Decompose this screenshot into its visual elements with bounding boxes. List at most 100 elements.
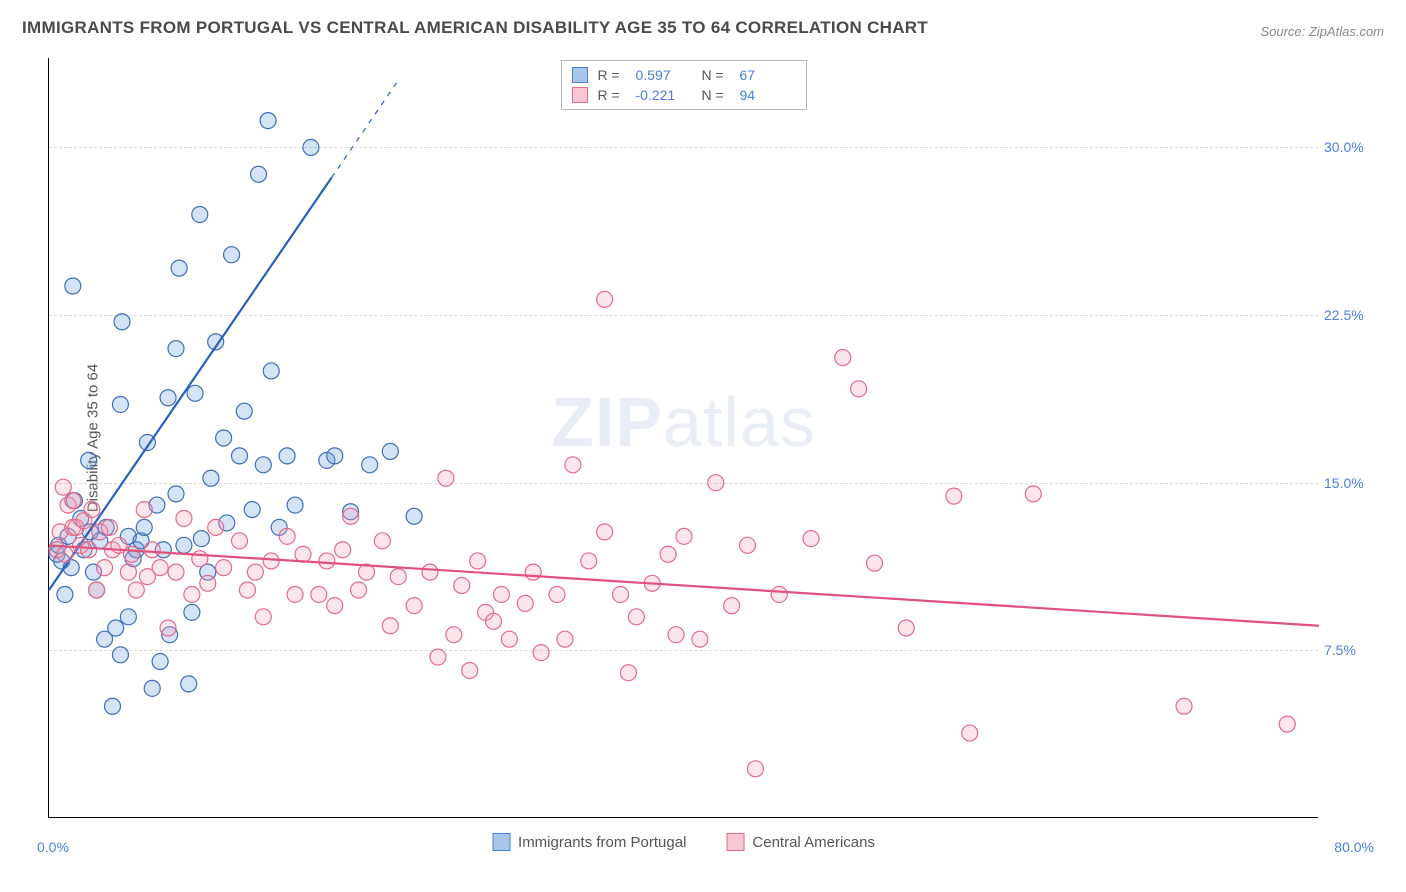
data-point bbox=[406, 598, 422, 614]
y-tick-label: 15.0% bbox=[1324, 475, 1380, 491]
trend-line bbox=[49, 545, 1319, 625]
data-point bbox=[224, 247, 240, 263]
data-point bbox=[803, 531, 819, 547]
data-point bbox=[565, 457, 581, 473]
data-point bbox=[628, 609, 644, 625]
data-point bbox=[255, 609, 271, 625]
legend: Immigrants from Portugal Central America… bbox=[492, 833, 875, 851]
data-point bbox=[327, 448, 343, 464]
scatter-svg bbox=[49, 58, 1318, 817]
y-tick-label: 30.0% bbox=[1324, 139, 1380, 155]
y-tick-label: 22.5% bbox=[1324, 307, 1380, 323]
data-point bbox=[65, 493, 81, 509]
data-point bbox=[851, 381, 867, 397]
trend-line-dashed bbox=[332, 80, 399, 177]
data-point bbox=[97, 560, 113, 576]
data-point bbox=[1176, 698, 1192, 714]
data-point bbox=[160, 620, 176, 636]
data-point bbox=[57, 586, 73, 602]
r-value-portugal: 0.597 bbox=[636, 67, 692, 83]
r-value-central: -0.221 bbox=[636, 87, 692, 103]
data-point bbox=[105, 698, 121, 714]
data-point bbox=[620, 665, 636, 681]
data-point bbox=[303, 139, 319, 155]
data-point bbox=[193, 531, 209, 547]
data-point bbox=[351, 582, 367, 598]
data-point bbox=[343, 508, 359, 524]
data-point bbox=[946, 488, 962, 504]
data-point bbox=[55, 479, 71, 495]
data-point bbox=[152, 654, 168, 670]
data-point bbox=[295, 546, 311, 562]
data-point bbox=[176, 510, 192, 526]
data-point bbox=[236, 403, 252, 419]
y-tick-label: 7.5% bbox=[1324, 642, 1380, 658]
data-point bbox=[335, 542, 351, 558]
data-point bbox=[724, 598, 740, 614]
data-point bbox=[247, 564, 263, 580]
data-point bbox=[244, 502, 260, 518]
data-point bbox=[1279, 716, 1295, 732]
data-point bbox=[176, 537, 192, 553]
data-point bbox=[184, 604, 200, 620]
legend-label-central: Central Americans bbox=[752, 834, 875, 851]
n-value-portugal: 67 bbox=[740, 67, 796, 83]
data-point bbox=[382, 618, 398, 634]
data-point bbox=[112, 396, 128, 412]
data-point bbox=[128, 582, 144, 598]
data-point bbox=[57, 546, 73, 562]
data-point bbox=[486, 613, 502, 629]
data-point bbox=[581, 553, 597, 569]
r-label: R = bbox=[598, 87, 626, 103]
data-point bbox=[168, 564, 184, 580]
data-point bbox=[114, 314, 130, 330]
data-point bbox=[835, 350, 851, 366]
data-point bbox=[81, 542, 97, 558]
data-point bbox=[120, 609, 136, 625]
x-tick-max: 80.0% bbox=[1334, 839, 1374, 855]
data-point bbox=[613, 586, 629, 602]
chart-title: IMMIGRANTS FROM PORTUGAL VS CENTRAL AMER… bbox=[22, 18, 928, 38]
data-point bbox=[470, 553, 486, 569]
data-point bbox=[708, 475, 724, 491]
data-point bbox=[311, 586, 327, 602]
swatch-central bbox=[572, 87, 588, 103]
data-point bbox=[232, 533, 248, 549]
data-point bbox=[255, 457, 271, 473]
legend-swatch-portugal bbox=[492, 833, 510, 851]
stats-row-central: R = -0.221 N = 94 bbox=[572, 85, 796, 105]
data-point bbox=[382, 443, 398, 459]
data-point bbox=[203, 470, 219, 486]
data-point bbox=[279, 448, 295, 464]
chart-plot-area: Disability Age 35 to 64 ZIPatlas 7.5%15.… bbox=[48, 58, 1318, 818]
data-point bbox=[462, 662, 478, 678]
data-point bbox=[89, 582, 105, 598]
data-point bbox=[279, 528, 295, 544]
data-point bbox=[549, 586, 565, 602]
n-label: N = bbox=[702, 67, 730, 83]
swatch-portugal bbox=[572, 67, 588, 83]
data-point bbox=[319, 553, 335, 569]
data-point bbox=[430, 649, 446, 665]
data-point bbox=[181, 676, 197, 692]
data-point bbox=[144, 542, 160, 558]
data-point bbox=[898, 620, 914, 636]
data-point bbox=[171, 260, 187, 276]
correlation-stats-box: R = 0.597 N = 67 R = -0.221 N = 94 bbox=[561, 60, 807, 110]
data-point bbox=[216, 560, 232, 576]
data-point bbox=[597, 524, 613, 540]
data-point bbox=[187, 385, 203, 401]
data-point bbox=[65, 278, 81, 294]
data-point bbox=[251, 166, 267, 182]
stats-row-portugal: R = 0.597 N = 67 bbox=[572, 65, 796, 85]
data-point bbox=[962, 725, 978, 741]
x-tick-min: 0.0% bbox=[37, 839, 69, 855]
data-point bbox=[136, 519, 152, 535]
r-label: R = bbox=[598, 67, 626, 83]
data-point bbox=[168, 486, 184, 502]
data-point bbox=[84, 502, 100, 518]
data-point bbox=[287, 586, 303, 602]
data-point bbox=[493, 586, 509, 602]
data-point bbox=[101, 519, 117, 535]
data-point bbox=[668, 627, 684, 643]
